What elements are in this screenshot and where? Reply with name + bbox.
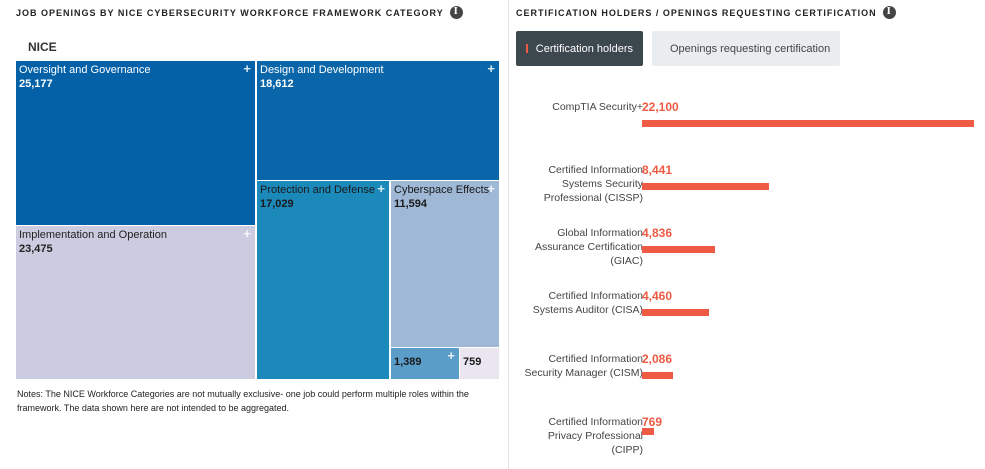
bar-value-label: 769 xyxy=(642,415,663,429)
info-icon[interactable]: i xyxy=(882,6,896,19)
legend-swatch xyxy=(526,44,528,53)
bar[interactable] xyxy=(642,183,769,190)
bar-category-label: Certified Information Systems Auditor (C… xyxy=(532,290,643,316)
treemap-tile[interactable]: Cyberspace Effects 11,594 + xyxy=(391,181,499,347)
treemap-tile[interactable]: Protection and Defense 17,029 + xyxy=(257,181,389,379)
bar-chart-title: CERTIFICATION HOLDERS / OPENINGS REQUEST… xyxy=(516,6,896,19)
legend-openings-requesting-button[interactable]: Openings requesting certification xyxy=(652,31,840,66)
bar-value-label: 8,441 xyxy=(642,163,673,177)
bar-row: Certified Information Privacy Profession… xyxy=(510,415,980,469)
treemap-tile[interactable]: Implementation and Operation 23,475 + xyxy=(16,226,255,379)
expand-plus-icon[interactable]: + xyxy=(377,181,385,196)
legend-label: Certification holders xyxy=(535,42,633,55)
treemap-tile-label: Cyberspace Effects xyxy=(394,184,490,196)
bar-row: Global Information Assurance Certificati… xyxy=(510,226,980,282)
bar-value-label: 22,100 xyxy=(642,100,679,114)
expand-plus-icon[interactable]: + xyxy=(487,61,495,76)
bar[interactable] xyxy=(642,246,715,253)
treemap-tile[interactable]: 759 xyxy=(460,348,499,379)
treemap-tile-value: 759 xyxy=(463,356,482,368)
bar[interactable] xyxy=(642,309,709,316)
bar-row: Certified Information Systems Auditor (C… xyxy=(510,289,980,345)
bar-category-label: Certified Information Security Manager (… xyxy=(524,353,643,379)
bar-row: Certified Information Systems Security P… xyxy=(510,163,980,219)
expand-plus-icon[interactable]: + xyxy=(447,348,455,363)
bar-category-label: Certified Information Systems Security P… xyxy=(543,164,643,204)
panel-divider xyxy=(508,0,509,469)
bar[interactable] xyxy=(642,372,673,379)
bar-value-label: 2,086 xyxy=(642,352,673,366)
bar-value-label: 4,836 xyxy=(642,226,673,240)
treemap-tile-value: 18,612 xyxy=(260,78,294,90)
treemap-tile-value: 23,475 xyxy=(19,243,53,255)
bar[interactable] xyxy=(642,428,654,435)
bar-row: CompTIA Security+ 22,100 xyxy=(510,100,980,156)
legend-label: Openings requesting certification xyxy=(670,42,831,55)
bar-category-label: CompTIA Security+ xyxy=(552,101,643,113)
bar-category-label: Global Information Assurance Certificati… xyxy=(535,227,643,267)
treemap-title-text: JOB OPENINGS BY NICE CYBERSECURITY WORKF… xyxy=(16,7,444,18)
treemap-tile-label: Oversight and Governance xyxy=(19,64,151,76)
treemap-tile-value: 11,594 xyxy=(394,198,428,210)
treemap-tile[interactable]: Oversight and Governance 25,177 + xyxy=(16,61,255,225)
treemap-title: JOB OPENINGS BY NICE CYBERSECURITY WORKF… xyxy=(16,6,463,19)
bar-value-label: 4,460 xyxy=(642,289,673,303)
treemap-notes: Notes: The NICE Workforce Categories are… xyxy=(17,389,469,413)
bar-row: Certified Information Security Manager (… xyxy=(510,352,980,408)
treemap-tile-label: Implementation and Operation xyxy=(19,229,167,241)
treemap-tile[interactable]: Design and Development 18,612 + xyxy=(257,61,499,180)
legend-certification-holders-button[interactable]: Certification holders xyxy=(516,31,643,66)
bar[interactable] xyxy=(642,120,974,127)
expand-plus-icon[interactable]: + xyxy=(243,61,251,76)
expand-plus-icon[interactable]: + xyxy=(243,226,251,241)
bar-chart-title-text: CERTIFICATION HOLDERS / OPENINGS REQUEST… xyxy=(516,7,877,18)
treemap-root-label[interactable]: NICE xyxy=(28,40,57,54)
treemap-tile-value: 17,029 xyxy=(260,198,294,210)
info-icon[interactable]: i xyxy=(449,6,463,19)
treemap-tile-value: 1,389 xyxy=(394,356,422,368)
treemap-tile-label: Protection and Defense xyxy=(260,184,375,196)
treemap-tile-value: 25,177 xyxy=(19,78,53,90)
expand-plus-icon[interactable]: + xyxy=(487,181,495,196)
treemap-tile[interactable]: 1,389 + xyxy=(391,348,459,379)
bar-category-label: Certified Information Privacy Profession… xyxy=(547,416,643,456)
treemap-tile-label: Design and Development xyxy=(260,64,384,76)
